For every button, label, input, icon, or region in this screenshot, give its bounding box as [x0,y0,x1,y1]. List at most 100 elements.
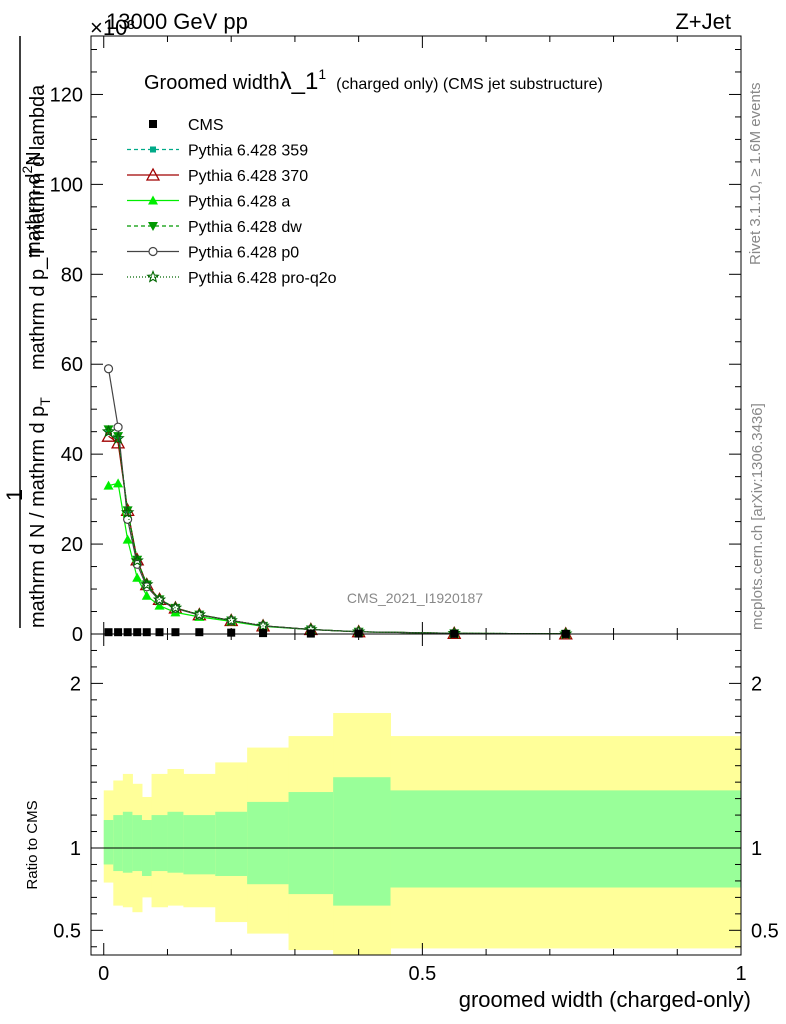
legend-label-pythia-6-428-dw: Pythia 6.428 dw [188,219,302,236]
data-point-pythia-6-428-pro-q2o [152,592,167,606]
y-axis-label-lower: mathrm d p_T mathrm d lambda [27,84,49,370]
data-point-cms [133,628,142,637]
uncertainty-band-green [113,815,124,872]
ratio-y-tick-label: 2 [70,673,81,695]
y-axis-label-upper-sup: 2 [19,166,35,174]
energy-label: 13000 GeV pp [106,9,248,34]
y-axis-label-upper-left: mathrm d2N [19,151,45,258]
y-axis-label-upper-text: mathrm d [23,174,45,258]
data-point-cms [171,628,180,637]
legend-marker-pythia-6-428-p0 [148,246,158,257]
data-point-cms [259,629,268,638]
data-point-pythia-6-428-pro-q2o [111,431,125,445]
y-axis-label-denom-sub: T [37,397,53,406]
data-point-pythia-6-428-pro-q2o [140,577,154,591]
y-tick-label: 20 [61,534,83,556]
uncertainty-band-green [215,811,248,876]
uncertainty-band-green [151,815,168,872]
process-label: Z+Jet [675,9,731,34]
series-line-pythia-6-428-359 [108,431,566,635]
series-line-pythia-6-428-dw [108,428,566,635]
legend-label-pythia-6-428-pro-q2o: Pythia 6.428 pro-q2o [188,270,337,287]
data-point-pythia-6-428-pro-q2o [130,553,144,567]
ratio-y-tick-label: 0.5 [53,920,81,942]
plot-title-sup: 1 [318,66,326,82]
legend-label-pythia-6-428-p0: Pythia 6.428 p0 [188,245,299,262]
ratio-y-axis-label: Ratio to CMS [24,800,41,889]
data-point-pythia-6-428-pro-q2o [120,505,135,519]
x-tick-label: 0 [98,963,109,985]
data-point-pythia-6-428-pro-q2o [101,424,116,438]
plot-title-main: Groomed width [144,72,280,94]
y-tick-label: 0 [72,624,83,646]
uncertainty-band-green [132,815,143,872]
legend-marker-pythia-6-428-dw [148,222,158,231]
x-tick-label: 1 [735,963,746,985]
y-axis-label-numerator: 1 [2,489,27,501]
uncertainty-band-green [247,801,290,885]
data-point-pythia-6-428-a [103,480,114,490]
data-point-pythia-6-428-p0 [113,422,123,432]
data-point-cms [123,628,132,637]
series-line-pythia-6-428-pro-q2o [108,431,566,635]
y-axis-label-denominator: mathrm d N / mathrm d pT [27,397,53,628]
rivet-label: Rivet 3.1.10, ≥ 1.6M events [747,83,764,266]
data-point-cms [142,628,151,637]
data-point-cms [155,628,164,637]
ratio-y-tick-label: 2 [751,673,762,695]
x-axis-label: groomed width (charged-only) [459,987,751,1012]
y-tick-label: 40 [61,444,83,466]
data-point-pythia-6-428-pro-q2o [256,618,270,632]
legend: CMS Pythia 6.428 359 Pythia 6.428 370 Pythi… [127,117,337,287]
plot-title: Groomed widthλ_11 (charged only) (CMS jet… [144,66,603,95]
plot-title-symbol: λ_1 [280,68,319,95]
y-axis-label-denom-main: mathrm d N / mathrm d p [27,406,49,628]
legend-label-pythia-6-428-a: Pythia 6.428 a [188,194,290,211]
data-point-pythia-6-428-dw [103,425,114,435]
uncertainty-band-green [122,811,133,873]
mcplots-label: mcplots.cern.ch [arXiv:1306.3436] [749,403,766,630]
data-point-pythia-6-428-a [154,600,165,610]
legend-marker-pythia-6-428-pro-q2o [146,269,160,283]
y-tick-label: 100 [50,174,83,196]
data-point-pythia-6-428-pro-q2o [224,613,238,627]
ratio-frame [90,633,742,956]
data-point-pythia-6-428-a [122,534,133,544]
ratio-y-tick-label: 0.5 [751,920,779,942]
data-point-pythia-6-428-dw [113,432,124,442]
data-point-pythia-6-428-pro-q2o [168,600,183,614]
ratio-y-tick-label: 1 [751,838,762,860]
uncertainty-band-green [103,820,114,865]
plot-title-rest: (charged only) (CMS jet substructure) [336,76,603,93]
legend-label-pythia-6-428-370: Pythia 6.428 370 [188,168,308,185]
data-point-pythia-6-428-pro-q2o [192,607,207,621]
y-axis-label-upper-n: N [23,151,45,165]
legend-label-pythia-6-428-359: Pythia 6.428 359 [188,143,308,160]
y-tick-label: 60 [61,354,83,376]
ratio-y-tick-label: 1 [70,838,81,860]
legend-marker-cms [149,120,157,128]
legend-marker-pythia-6-428-370 [145,167,161,181]
ratio-panel: 0 0.5 10.5 0.51 12 2 [53,633,779,985]
legend-label-cms: CMS [188,117,224,134]
data-point-cms [195,628,204,637]
uncertainty-band-green [288,792,334,895]
legend-marker-pythia-6-428-359 [150,146,156,153]
data-point-pythia-6-428-p0 [103,364,114,374]
data-point-pythia-6-428-a [141,590,152,600]
data-point-pythia-6-428-a [132,572,143,582]
data-point-cms [227,628,236,637]
y-axis-label: 1 mathrm d N / mathrm d pT mathrm d2N ma… [2,36,53,628]
y-tick-label: 120 [50,84,83,106]
uncertainty-band-green [167,811,184,873]
analysis-watermark: CMS_2021_I1920187 [347,590,483,606]
data-point-pythia-6-428-a [113,478,124,488]
data-point-cms [114,628,123,637]
uncertainty-band-green [333,777,392,906]
legend-marker-pythia-6-428-a [148,195,158,205]
x-tick-label: 0.5 [408,963,436,985]
y-tick-label: 80 [61,264,83,286]
main-panel: 0 20 40 60 80 100 120 [50,35,742,646]
series-line-pythia-6-428-p0 [107,368,566,635]
data-point-cms [104,628,113,637]
